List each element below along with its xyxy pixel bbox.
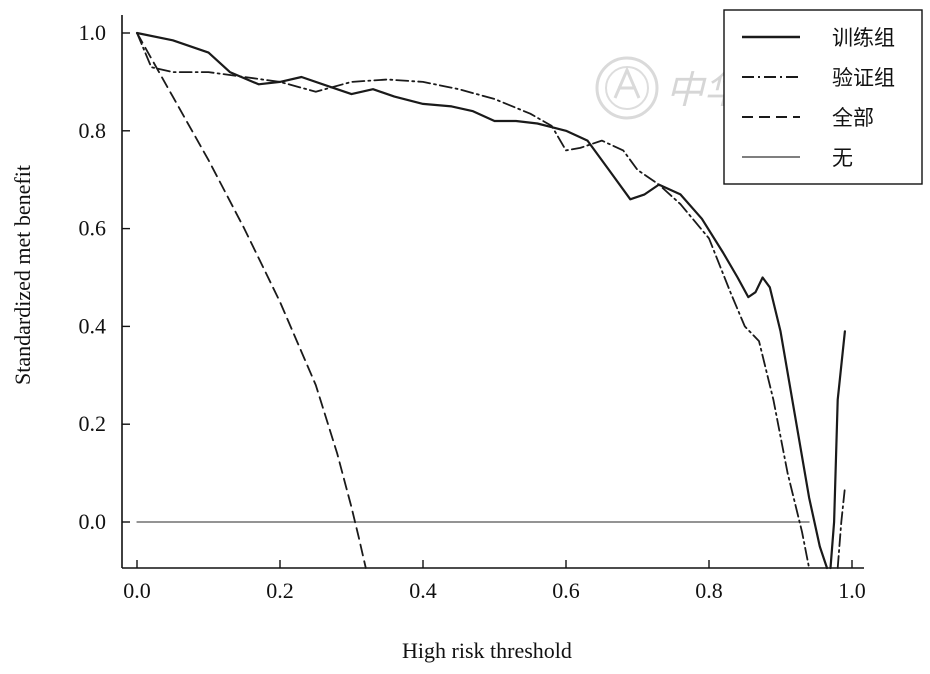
seal-icon [595,56,659,120]
legend-label-1: 训练组 [832,26,895,50]
y-tick-label: 0.2 [79,411,107,436]
x-tick-label: 0.8 [695,578,723,603]
y-tick-label: 0.6 [79,216,107,241]
legend-label-4: 无 [832,146,853,170]
axis-ticks: 0.0 0.2 0.4 0.6 0.8 1.0 0.0 0.2 0.4 0.6 0.8 1.0 [79,20,866,603]
legend-label-2: 验证组 [832,66,895,90]
x-tick-label: 1.0 [838,578,866,603]
series-layer [135,31,846,570]
series-line-2-seg-2 [836,486,846,569]
series-line-3-seg-1 [136,32,367,569]
x-tick-label: 0.6 [552,578,580,603]
series-line-1-seg-2 [829,330,846,570]
x-tick-label: 0.2 [266,578,294,603]
y-tick-label: 0.8 [79,118,107,143]
series-line-2-seg-1 [136,32,810,569]
legend-box [723,9,923,185]
x-tick-label: 0.4 [409,578,437,603]
legend-label-3: 全部 [832,106,874,130]
y-tick-label: 0.0 [79,509,107,534]
y-tick-label: 1.0 [79,20,107,45]
x-axis-title: High risk threshold [402,638,572,663]
y-axis-title: Standardized met benefit [10,165,35,385]
x-tick-label: 0.0 [123,578,151,603]
y-tick-label: 0.4 [79,313,107,338]
series-line-1-seg-1 [135,31,829,570]
